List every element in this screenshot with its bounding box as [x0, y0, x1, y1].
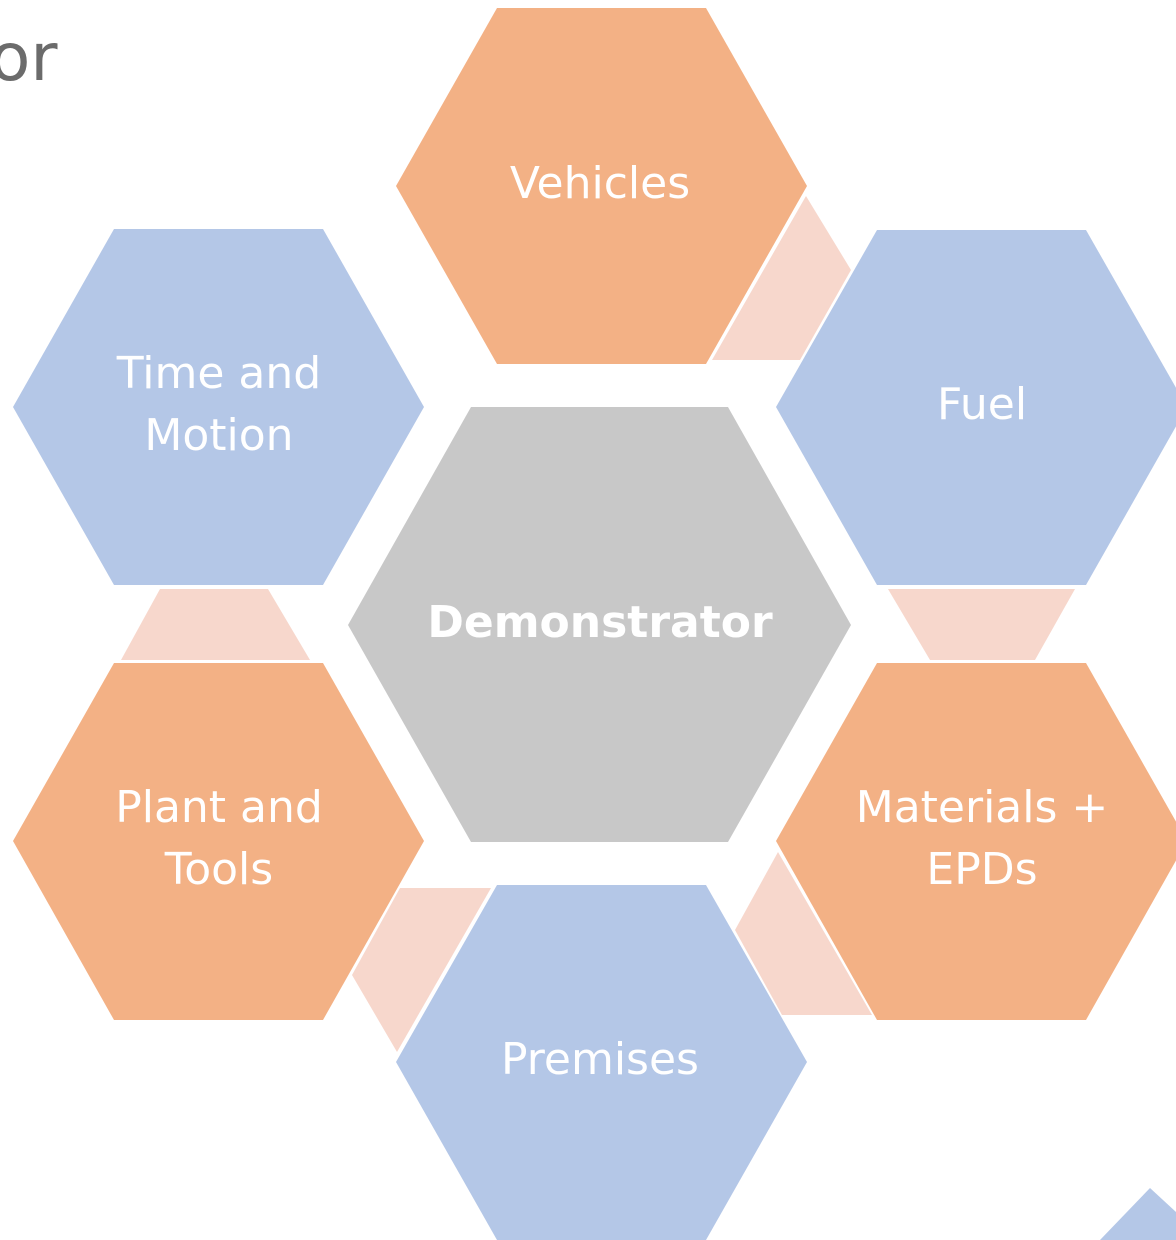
hexagon-center: [348, 407, 851, 842]
node-label: Tools: [164, 844, 273, 895]
node-label: Premises: [501, 1034, 699, 1085]
connector: [735, 852, 872, 1015]
center-label: Demonstrator: [427, 597, 773, 648]
node-label: Time and: [116, 348, 321, 399]
connector: [888, 589, 1075, 660]
hexagon: [13, 229, 424, 585]
connector: [712, 196, 851, 360]
node-label: Fuel: [937, 379, 1027, 430]
title-fragment: or: [0, 19, 58, 96]
corner-shape: [1100, 1188, 1176, 1240]
node-label: Materials +: [856, 782, 1109, 833]
hexagon: [776, 230, 1176, 585]
hexagon: [396, 885, 807, 1240]
hexagon: [776, 663, 1176, 1020]
node-label: Plant and: [115, 782, 323, 833]
hexagon: [396, 8, 807, 364]
node-label: EPDs: [926, 844, 1037, 895]
connector: [121, 589, 310, 660]
labels: Demonstrator Vehicles Fuel Materials + EPDs P…: [115, 158, 1108, 1085]
connector: [352, 888, 491, 1052]
connectors: [121, 196, 1075, 1052]
node-label: Vehicles: [510, 158, 690, 209]
node-label: Motion: [144, 410, 293, 461]
hexagon: [13, 663, 424, 1020]
